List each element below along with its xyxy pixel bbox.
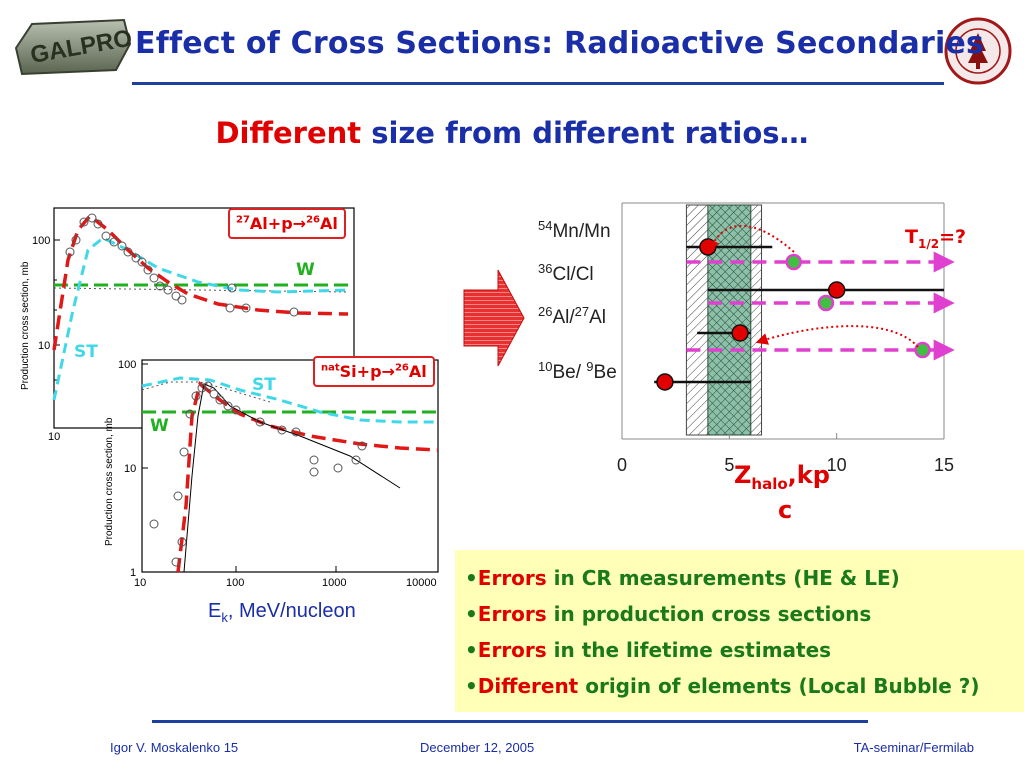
mn-shift-arrow	[708, 224, 795, 253]
plot1-st-label: ST	[74, 342, 98, 362]
xlabel-main: Z	[734, 461, 752, 489]
y-tick-label: 100	[118, 359, 136, 371]
x-tick-label: 10000	[406, 577, 437, 586]
x-tick-label: 0	[617, 455, 627, 475]
seal-icon	[944, 17, 1012, 85]
t-half-label: T1/2=?	[905, 226, 966, 251]
footer-date: December 12, 2005	[420, 740, 535, 755]
ratio-row-label: 54Mn/Mn	[538, 218, 611, 242]
t-half-sub: 1/2	[917, 236, 940, 251]
ratio-row-label: 26Al/27Al	[538, 304, 606, 328]
halo-size-svg: 54Mn/Mn 36Cl/Cl 26Al/27Al 10Be/ 9Be 0 5 10 15	[538, 202, 955, 475]
reaction-text: Si+p	[339, 362, 382, 381]
t-half-rest: =?	[939, 226, 967, 248]
subtitle: Different size from different ratios…	[0, 116, 1024, 150]
reaction-text: Al+p	[249, 214, 293, 233]
ek-main: E	[208, 600, 222, 622]
plot1-w-label: W	[296, 260, 315, 280]
galprop-logo-graphic: GALPROP	[14, 18, 150, 76]
xlabel-sub: halo	[751, 474, 788, 493]
footer-divider	[152, 720, 868, 723]
x-tick-label: 5	[724, 455, 734, 475]
halo-size-chart: 54Mn/Mn 36Cl/Cl 26Al/27Al 10Be/ 9Be 0 5 10 15	[530, 195, 990, 535]
x-tick-label: 1000	[322, 577, 346, 586]
reaction-text: Al	[319, 214, 338, 233]
y-axis-label: Production cross section, mb	[104, 417, 115, 546]
data-point	[731, 324, 749, 342]
arrow-icon: →	[292, 214, 307, 233]
ek-rest: , MeV/nucleon	[227, 600, 356, 622]
reaction-label-si: natSi+p→26Al	[313, 356, 435, 387]
data-point	[827, 281, 846, 299]
subtitle-rest: size from different ratios…	[361, 116, 809, 150]
reaction-label-al: 27Al+p→26Al	[228, 208, 346, 239]
isotope-number: 27	[236, 214, 250, 226]
isotope-number: 26	[306, 214, 320, 226]
title-divider	[132, 82, 944, 85]
isotope-number: nat	[321, 362, 340, 374]
ratio-row-label: 10Be/ 9Be	[538, 359, 617, 383]
isotope-number: 26	[394, 362, 409, 374]
page-title: Effect of Cross Sections: Radioactive Se…	[135, 26, 985, 61]
uncertainty-band-inner	[707, 204, 752, 436]
xlabel-unit-bottom: c	[778, 495, 793, 524]
x-tick-label: 10	[48, 431, 60, 443]
ek-sub: k	[221, 610, 228, 625]
big-arrow-icon	[462, 268, 526, 368]
al-shift-arrow	[755, 325, 919, 348]
x-tick-label: 10	[134, 577, 146, 586]
data-point	[699, 238, 717, 256]
x-tick-label: 15	[934, 455, 954, 475]
footer-author: Igor V. Moskalenko 15	[110, 740, 239, 755]
stanford-seal	[944, 17, 1012, 85]
subtitle-highlight: Different	[215, 116, 362, 150]
alt-data-point	[914, 341, 931, 359]
bullet-item: •Errors in the lifetime estimates	[465, 638, 832, 662]
footer-venue: TA-seminar/Fermilab	[853, 740, 974, 755]
xlabel-unit: ,kp	[787, 461, 830, 489]
bullet-item: •Different origin of elements (Local Bub…	[465, 674, 980, 698]
energy-axis-label: Ek, MeV/nucleon	[208, 600, 356, 625]
arrow-icon: →	[381, 362, 395, 381]
x-tick-label: 10	[827, 455, 847, 475]
y-tick-label: 10	[124, 463, 136, 475]
x-tick-label: 100	[226, 577, 244, 586]
alt-data-point	[817, 294, 835, 312]
bullet-item: •Errors in production cross sections	[465, 602, 872, 626]
bullet-box: •Errors in CR measurements (HE & LE) •Er…	[455, 550, 1024, 712]
y-tick-label: 1	[130, 567, 136, 579]
ratio-row-label: 36Cl/Cl	[538, 261, 594, 285]
plot2-st-label: ST	[252, 375, 276, 395]
cross-section-plot-si: 100 10 1 10 100 1000 10000 Production cr…	[100, 356, 445, 589]
galprop-logo: GALPROP	[12, 18, 150, 76]
y-tick-label: 100	[32, 235, 50, 247]
alt-data-point	[785, 253, 802, 271]
bullet-item: •Errors in CR measurements (HE & LE)	[465, 566, 900, 590]
reaction-text: Al	[408, 362, 427, 381]
halo-axis-label: Zhalo,kp c	[734, 462, 830, 523]
y-axis-label: Production cross section, mb	[20, 261, 31, 390]
data-point	[656, 373, 674, 391]
y-tick-label: 10	[38, 340, 50, 352]
t-half-main: T	[905, 226, 918, 248]
plot2-w-label: W	[150, 416, 169, 436]
